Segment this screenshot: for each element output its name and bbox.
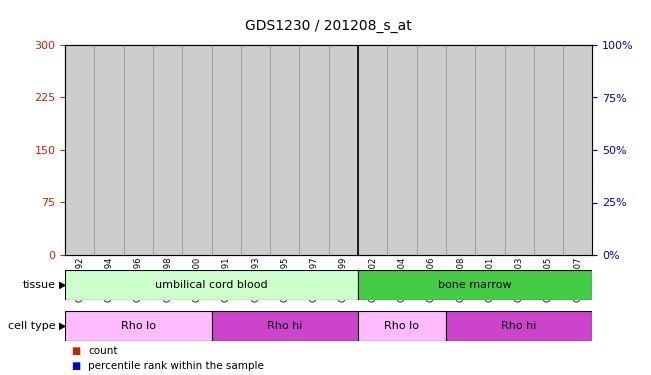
Bar [329, 45, 358, 255]
Bar [387, 45, 417, 255]
Bar [299, 45, 329, 255]
Bar [392, 224, 412, 255]
Bar [358, 270, 592, 300]
Bar [65, 45, 94, 255]
Bar [275, 136, 295, 255]
Bar [480, 108, 500, 255]
Text: Rho lo: Rho lo [121, 321, 156, 331]
Text: ▶: ▶ [59, 321, 66, 331]
Bar [538, 210, 559, 255]
Bar [509, 202, 529, 255]
Text: bone marrow: bone marrow [438, 280, 512, 290]
Text: umbilical cord blood: umbilical cord blood [155, 280, 268, 290]
Bar [475, 45, 505, 255]
Text: cell type: cell type [8, 321, 55, 331]
Text: ■: ■ [72, 346, 81, 355]
Bar [358, 45, 387, 255]
Bar [417, 45, 446, 255]
Bar [446, 311, 592, 341]
Bar [505, 45, 534, 255]
Bar [124, 45, 153, 255]
Bar [70, 202, 90, 255]
Bar [563, 45, 592, 255]
Bar [99, 231, 119, 255]
Bar [333, 153, 353, 255]
Bar [245, 171, 266, 255]
Text: percentile rank within the sample: percentile rank within the sample [88, 361, 264, 370]
Bar [363, 164, 383, 255]
Bar [94, 45, 124, 255]
Bar [187, 153, 207, 255]
Bar [568, 206, 588, 255]
Bar [304, 220, 324, 255]
Bar [446, 45, 475, 255]
Bar [158, 163, 178, 255]
Text: GDS1230 / 201208_s_at: GDS1230 / 201208_s_at [245, 19, 412, 33]
Bar [534, 45, 563, 255]
Bar [450, 150, 471, 255]
Text: Rho hi: Rho hi [267, 321, 303, 331]
Text: Rho hi: Rho hi [501, 321, 537, 331]
Bar [182, 45, 212, 255]
Bar [212, 311, 358, 341]
Text: Rho lo: Rho lo [385, 321, 419, 331]
Bar [153, 45, 182, 255]
Text: ■: ■ [72, 361, 81, 370]
Bar [216, 237, 236, 255]
Bar [128, 160, 148, 255]
Bar [421, 216, 441, 255]
Text: tissue: tissue [22, 280, 55, 290]
Bar [65, 270, 358, 300]
Bar [65, 311, 212, 341]
Text: count: count [88, 346, 117, 355]
Bar [358, 311, 446, 341]
Bar [270, 45, 299, 255]
Text: ▶: ▶ [59, 280, 66, 290]
Bar [212, 45, 241, 255]
Bar [241, 45, 270, 255]
